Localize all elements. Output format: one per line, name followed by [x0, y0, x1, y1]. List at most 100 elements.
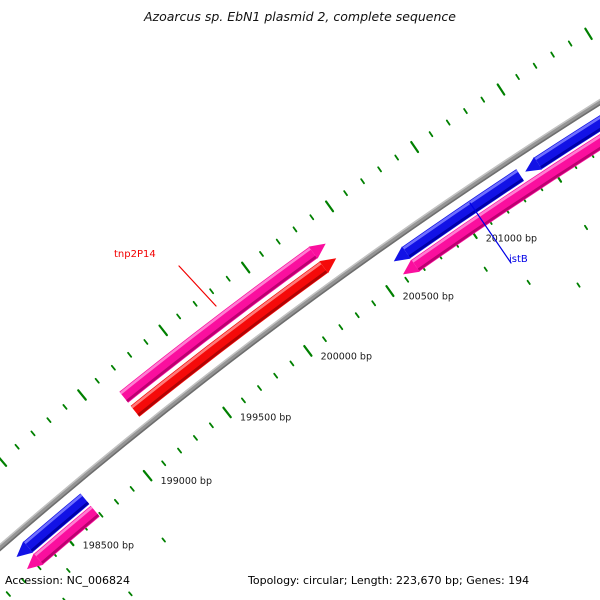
minor-mark: [161, 537, 166, 543]
minor-tick-outer: [343, 190, 348, 197]
gene-label-tnp2P14: tnp2P14: [114, 249, 156, 260]
minor-tick-inner: [192, 435, 198, 441]
minor-mark: [66, 568, 71, 573]
minor-tick-outer: [176, 313, 182, 320]
gene-band-blue: [534, 115, 600, 170]
gene-band-highlight: [534, 115, 600, 161]
minor-tick-outer: [360, 178, 365, 185]
label-leader-line: [178, 265, 217, 307]
gene-band-tnp2P14: [130, 261, 328, 417]
gene-arrowhead-magenta: [27, 553, 44, 570]
minor-tick-inner: [354, 312, 360, 319]
major-tick-outer: [77, 389, 87, 401]
gene-band-blue: [23, 493, 90, 553]
minor-mark: [62, 597, 66, 600]
major-tick-outer: [158, 324, 168, 337]
minor-tick-inner: [21, 577, 27, 584]
minor-tick-outer: [550, 51, 555, 58]
minor-tick-outer: [532, 62, 538, 69]
ruler-label: 200000 bp: [321, 351, 372, 362]
minor-tick-outer: [14, 443, 20, 450]
minor-tick-outer: [292, 226, 298, 233]
minor-tick-outer: [192, 300, 198, 307]
gene-arrowhead-blue: [525, 156, 543, 172]
minor-mark: [128, 591, 133, 597]
major-tick-outer: [0, 456, 8, 467]
gene-band-highlight: [402, 169, 519, 250]
gene-arrowhead-istB: [393, 246, 411, 262]
gene-band-highlight: [34, 506, 93, 557]
minor-tick-inner: [322, 336, 327, 343]
minor-tick-inner: [241, 397, 246, 404]
minor-tick-inner: [161, 460, 167, 467]
minor-tick-outer: [463, 108, 468, 115]
major-tick-outer: [496, 83, 506, 96]
label-leader-line: [469, 202, 512, 264]
minor-tick-inner: [129, 486, 135, 492]
gene-band-highlight: [411, 134, 600, 263]
minor-tick-outer: [480, 96, 486, 103]
gene-band-highlight: [23, 493, 83, 545]
minor-tick-outer: [225, 275, 231, 282]
gene-band-shadow: [540, 127, 600, 169]
gene-band-shadow: [30, 501, 89, 552]
gene-arrowhead-tnp2P14: [319, 258, 337, 274]
gene-band-highlight: [131, 262, 322, 409]
minor-tick-outer: [428, 131, 434, 138]
gene-band-istB: [402, 169, 524, 259]
minor-tick-inner: [404, 276, 410, 283]
minor-tick-outer: [394, 154, 399, 161]
gene-band-shadow: [417, 146, 600, 271]
minor-tick-outer: [275, 238, 281, 245]
major-tick-outer: [324, 200, 335, 213]
minor-tick-outer: [259, 251, 264, 257]
ruler-label: 198500 bp: [83, 541, 134, 552]
minor-tick-inner: [257, 385, 262, 391]
minor-tick-outer: [445, 119, 451, 126]
minor-tick-outer: [209, 288, 215, 295]
minor-tick-outer: [567, 40, 573, 47]
gene-band-shadow: [137, 270, 328, 417]
gene-label-istB: istB: [509, 254, 528, 265]
accession-text: Accession: NC_006824: [5, 574, 131, 587]
topology-stats-text: Topology: circular; Length: 223,670 bp; …: [248, 574, 530, 587]
gene-band-shadow: [40, 513, 100, 564]
minor-tick-inner: [289, 360, 295, 367]
gene-band-shadow: [408, 178, 524, 258]
minor-tick-outer: [143, 339, 149, 345]
minor-tick-inner: [114, 498, 120, 505]
gene-band-shadow: [126, 255, 317, 403]
minor-tick-outer: [62, 404, 68, 410]
ruler-label: 199000 bp: [161, 476, 212, 487]
backbone-shadow: [0, 103, 600, 552]
minor-tick-outer: [309, 214, 315, 221]
gene-band-magenta: [33, 505, 100, 565]
ruler-label: 200500 bp: [403, 292, 454, 303]
gene-band-magenta: [411, 134, 600, 272]
page-title: Azoarcus sp. EbN1 plasmid 2, complete se…: [144, 9, 456, 24]
minor-tick-inner: [371, 300, 377, 307]
minor-tick-outer: [515, 73, 520, 80]
minor-mark: [526, 279, 531, 285]
minor-tick-outer: [377, 166, 382, 173]
ruler-label: 199500 bp: [240, 413, 291, 424]
minor-mark: [483, 266, 488, 272]
major-tick-outer: [410, 140, 420, 154]
backbone-arc: [0, 98, 600, 552]
minor-mark: [576, 282, 581, 288]
minor-mark: [584, 224, 589, 231]
backbone-highlight: [0, 98, 600, 546]
gene-band-tnp2P14: [119, 247, 318, 403]
minor-tick-inner: [5, 591, 11, 597]
gene-arrowhead-tnp2P14: [308, 243, 326, 259]
minor-tick-inner: [98, 511, 104, 518]
major-tick-inner: [385, 285, 395, 298]
minor-tick-inner: [338, 324, 344, 331]
minor-tick-outer: [46, 417, 52, 423]
gene-arrowhead-magenta: [403, 259, 420, 275]
major-tick-inner: [222, 406, 232, 419]
minor-tick-inner: [177, 447, 183, 454]
minor-tick-outer: [110, 364, 116, 371]
